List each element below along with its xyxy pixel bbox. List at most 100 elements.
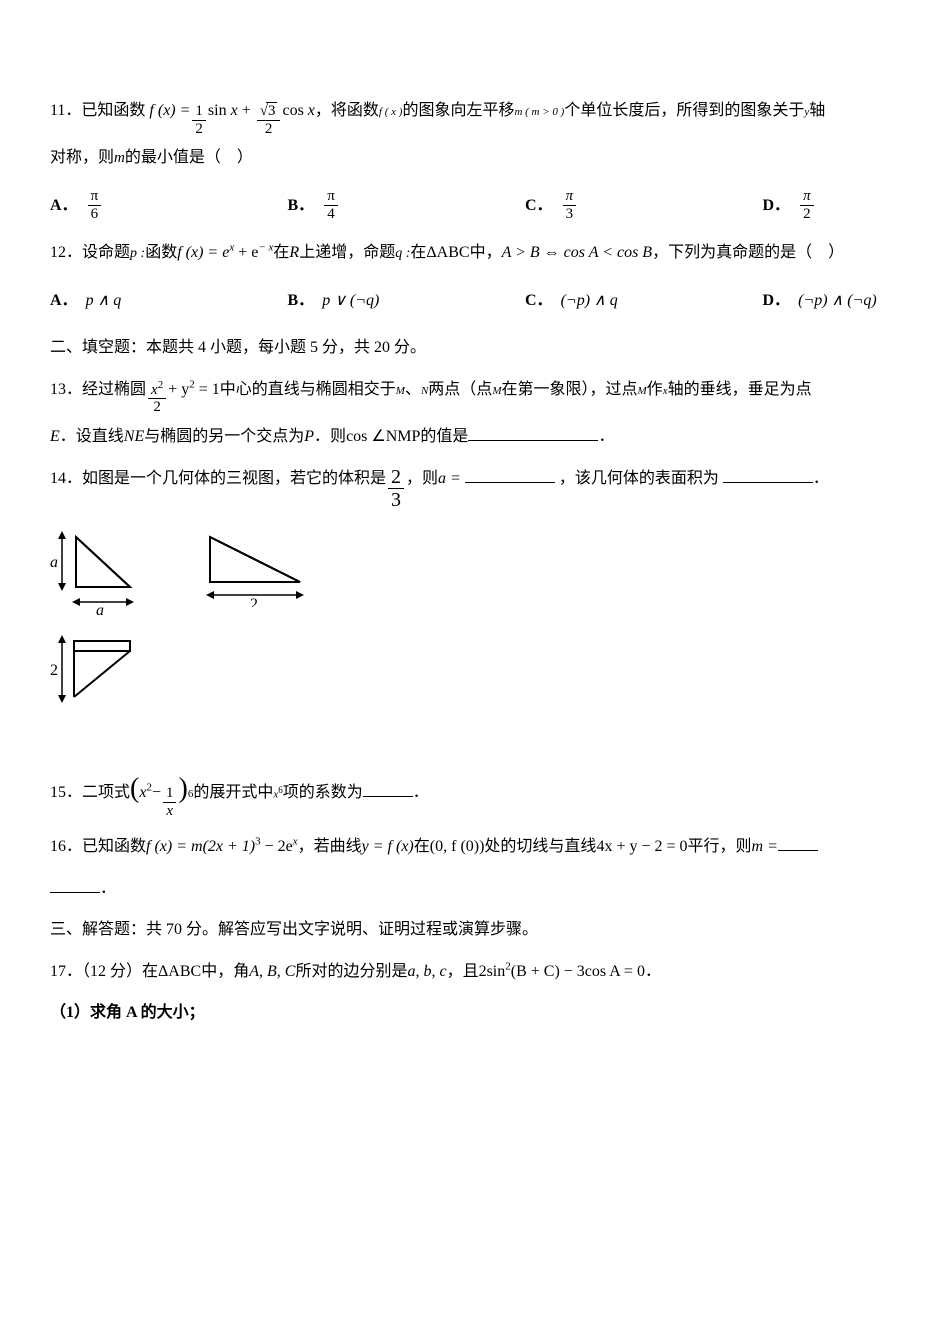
M: M — [396, 377, 405, 406]
q11-line2: 对称，则 m 的最小值是（ ） — [50, 137, 950, 179]
frac-den: 3 — [563, 206, 577, 223]
P: P — [304, 416, 314, 458]
text: ，下列为真命题的是（ ） — [652, 232, 844, 274]
q11-line1: 11．已知函数 f (x) = 1 2 sin x + 3 2 cos x ，将… — [50, 90, 950, 137]
q12-abc: ΔABC — [426, 232, 469, 274]
label-a: a — [50, 554, 58, 571]
frac: 1 x — [163, 785, 177, 819]
q16-line2: ． — [50, 868, 950, 910]
text: ，若曲线 — [298, 826, 362, 868]
q15-line: 15．二项式 ( x2 − 1 x ) 6 的展开式中 x6 项的系数为 ． — [50, 753, 950, 826]
text: ，则 — [406, 458, 438, 500]
text: 在 — [414, 826, 430, 868]
dot: ． — [413, 772, 429, 814]
q11-mid: ，将函数 — [315, 90, 379, 132]
text: 中，角 — [201, 951, 249, 993]
frac-num: x2 — [148, 379, 166, 400]
q12-options: A． p ∧ q B． p ∨ (¬q) C． (¬p) ∧ q D． (¬p)… — [50, 280, 950, 322]
abc: ΔABC — [158, 951, 201, 993]
q11-cos: cos x — [282, 90, 314, 132]
dot: ． — [645, 951, 661, 993]
opt-label: D． — [763, 185, 791, 227]
text: 16．已知函数 — [50, 826, 146, 868]
m-eq: m = — [752, 826, 778, 868]
text: 与椭圆的另一个交点为 — [144, 416, 304, 458]
text: 处的切线与直线 — [484, 826, 596, 868]
text: 14．如图是一个几何体的三视图，若它的体积是 — [50, 458, 386, 500]
q11-frac2: 3 2 — [257, 102, 281, 137]
q17-eq: 2sin2(B + C) − 3cos A = 0 — [479, 951, 645, 993]
yfx: y = f (x) — [362, 826, 414, 868]
opt-label: A． — [50, 185, 78, 227]
text: 作 — [647, 369, 663, 411]
q11-sin: sin x — [208, 90, 238, 132]
x6: x6 — [273, 779, 282, 809]
text: 的最小值是（ ） — [125, 137, 253, 179]
option-a: A． p ∧ q — [50, 280, 288, 322]
top-view-icon: 2 — [50, 627, 150, 717]
frac-num: 1 — [163, 785, 177, 803]
option-b: B． p ∨ (¬q) — [288, 280, 526, 322]
text: 对称，则 — [50, 137, 114, 179]
text: 中， — [470, 232, 502, 274]
text: 12．设命题 — [50, 232, 130, 274]
frac-num: 2 — [388, 466, 404, 489]
label-a2: a — [96, 602, 104, 617]
q11-mid2: 的图象向左平移 — [402, 90, 514, 132]
frac-den: 2 — [150, 399, 164, 416]
frac-den: x — [163, 803, 176, 820]
frac-den: 2 — [192, 121, 206, 138]
q12-line: 12．设命题 p : 函数 f (x) = ex + e− x 在 R 上递增，… — [50, 232, 950, 274]
q13-line2: E ．设直线 NE 与椭圆的另一个交点为 P ．则 cos ∠NMP 的值是 ． — [50, 416, 950, 458]
frac: 2 3 — [388, 466, 404, 511]
N: N — [421, 377, 428, 406]
frac: π 2 — [800, 188, 814, 222]
q13-line1: 13．经过椭圆 x2 2 + y2 = 1 中心的直线与椭圆相交于 M 、 N … — [50, 369, 950, 416]
text: 17．（12 分）在 — [50, 951, 158, 993]
ABC: A, B, C — [249, 951, 295, 993]
q11-frac1: 1 2 — [192, 103, 206, 137]
M: M — [638, 377, 647, 406]
frac-den: 3 — [388, 489, 404, 511]
expr: p ∨ (¬q) — [322, 280, 379, 322]
frac: π 4 — [324, 188, 338, 222]
text: ．设直线 — [60, 416, 124, 458]
frac-num: 3 — [257, 102, 281, 121]
frac-num: π — [800, 188, 814, 206]
text: ，且 — [447, 951, 479, 993]
text: （1）求角 A 的大小； — [50, 1004, 205, 1021]
frac-den: 4 — [324, 206, 338, 223]
q11-mm: m ( m > 0 ) — [514, 98, 564, 127]
text: 项的系数为 — [283, 772, 363, 814]
frac-num: 1 — [192, 103, 206, 121]
opt-label: C． — [525, 185, 553, 227]
q12-ineq: A > B ⇔ cos A < cos B — [502, 232, 652, 274]
text: 平行，则 — [688, 826, 752, 868]
expr: (¬p) ∧ (¬q) — [798, 280, 877, 322]
a-eq: a = — [438, 458, 461, 500]
text: 所对的边分别是 — [295, 951, 407, 993]
text: ，该几何体的表面积为 — [559, 458, 719, 500]
section2-title: 二、填空题：本题共 4 小题，每小题 5 分，共 20 分。 — [50, 327, 950, 369]
text: 在第一象限），过点 — [501, 369, 637, 411]
NE: NE — [124, 416, 144, 458]
option-d: D． π 2 — [763, 185, 950, 227]
q14-figures-row2: 2 — [50, 627, 950, 734]
q16-line1: 16．已知函数 f (x) = m(2x + 1)3 − 2ex ，若曲线 y … — [50, 826, 950, 868]
label-2b: 2 — [50, 662, 58, 679]
expr: + y2 = 1 — [168, 369, 220, 411]
text: 中心的直线与椭圆相交于 — [220, 369, 396, 411]
text: 的值是 — [420, 416, 468, 458]
q12-R: R — [289, 232, 299, 274]
lparen: ( — [130, 753, 139, 826]
frac-num: π — [324, 188, 338, 206]
text: 函数 — [145, 232, 177, 274]
text: 在 — [410, 232, 426, 274]
line-eq: 4x + y − 2 = 0 — [596, 826, 687, 868]
opt-label: B． — [288, 280, 315, 322]
q17-line: 17．（12 分）在 ΔABC 中，角 A, B, C 所对的边分别是 a, b… — [50, 951, 950, 993]
q14-line: 14．如图是一个几何体的三视图，若它的体积是 2 3 ，则 a = ，该几何体的… — [50, 458, 950, 511]
text: 15．二项式 — [50, 772, 130, 814]
q11-fx: f (x) = — [149, 90, 190, 132]
q11-options: A． π 6 B． π 4 C． π 3 D． π 2 — [50, 185, 950, 227]
